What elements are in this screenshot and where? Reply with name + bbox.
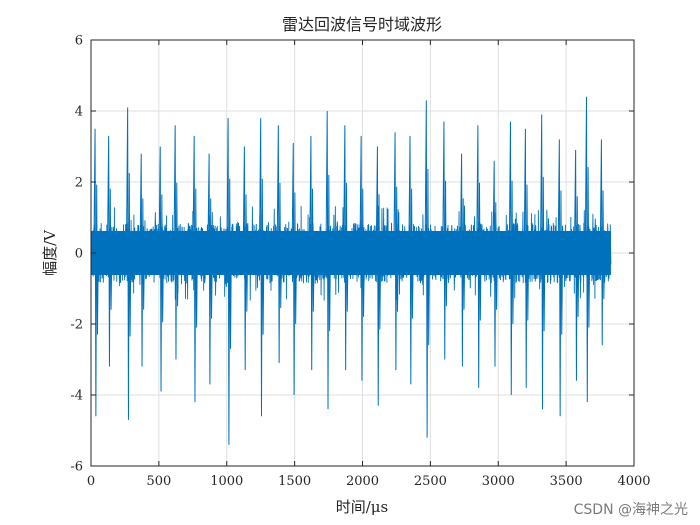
pulse-spike bbox=[207, 153, 213, 385]
pulse-spike bbox=[442, 121, 448, 360]
y-tick-label: 4 bbox=[75, 105, 83, 120]
y-tick-label: 2 bbox=[75, 176, 83, 191]
pulse-spike bbox=[309, 135, 315, 371]
pulse-spike bbox=[393, 132, 399, 371]
x-tick-label: 0 bbox=[87, 474, 95, 489]
pulse-spike bbox=[276, 125, 283, 364]
pulse-spike bbox=[192, 135, 198, 403]
pulse-spike bbox=[158, 146, 164, 392]
chart-title: 雷达回波信号时域波形 bbox=[282, 15, 442, 34]
y-axis-label: 幅度/V bbox=[41, 229, 59, 276]
pulse-spike bbox=[139, 153, 145, 367]
pulse-spike bbox=[242, 146, 249, 371]
x-tick-label: 500 bbox=[146, 474, 171, 489]
pulse-spike bbox=[539, 114, 546, 410]
pulse-spike bbox=[106, 135, 113, 367]
y-tick-label: -6 bbox=[70, 460, 83, 475]
waveform-series bbox=[90, 96, 612, 445]
pulse-spike bbox=[476, 125, 482, 388]
pulse-spike bbox=[359, 135, 365, 381]
pulse-spike bbox=[459, 153, 466, 367]
y-tick-label: -2 bbox=[70, 318, 83, 333]
y-tick-label: 0 bbox=[75, 247, 83, 262]
x-tick-label: 2500 bbox=[414, 474, 447, 489]
x-tick-label: 1500 bbox=[278, 474, 311, 489]
pulse-spike bbox=[173, 125, 179, 360]
x-tick-label: 4000 bbox=[617, 474, 650, 489]
pulse-spike bbox=[492, 160, 498, 367]
pulse-spike bbox=[325, 110, 331, 410]
x-axis-label: 时间/μs bbox=[336, 498, 389, 516]
pulse-spike bbox=[599, 139, 606, 346]
pulse-spike bbox=[291, 142, 297, 396]
x-tick-label: 3000 bbox=[482, 474, 515, 489]
pulse-spike bbox=[375, 146, 382, 406]
pulse-spike bbox=[424, 100, 430, 438]
pulse-spike bbox=[93, 128, 99, 417]
x-tick-label: 2000 bbox=[346, 474, 379, 489]
x-tick-label: 3500 bbox=[550, 474, 583, 489]
pulse-spike bbox=[523, 128, 530, 388]
waveform-core-band bbox=[91, 230, 611, 276]
y-tick-label: -4 bbox=[70, 389, 83, 404]
pulse-spike bbox=[408, 135, 414, 385]
x-axis-ticks: 0 500 1000 1500 2000 2500 3000 3500 4000 bbox=[87, 40, 651, 489]
pulse-spike bbox=[258, 118, 265, 417]
pulse-spike bbox=[573, 150, 580, 381]
y-tick-label: 6 bbox=[75, 34, 83, 49]
y-axis-ticks: -6 -4 -2 0 2 4 6 bbox=[70, 34, 634, 475]
pulse-spike bbox=[343, 125, 349, 371]
pulse-spike bbox=[508, 121, 515, 396]
pulse-spike bbox=[557, 139, 564, 417]
pulse-spike bbox=[584, 96, 591, 403]
pulse-spike bbox=[226, 118, 232, 445]
watermark-text: CSDN @海神之光 bbox=[573, 502, 688, 518]
x-tick-label: 1000 bbox=[210, 474, 243, 489]
pulse-spike bbox=[125, 107, 132, 420]
